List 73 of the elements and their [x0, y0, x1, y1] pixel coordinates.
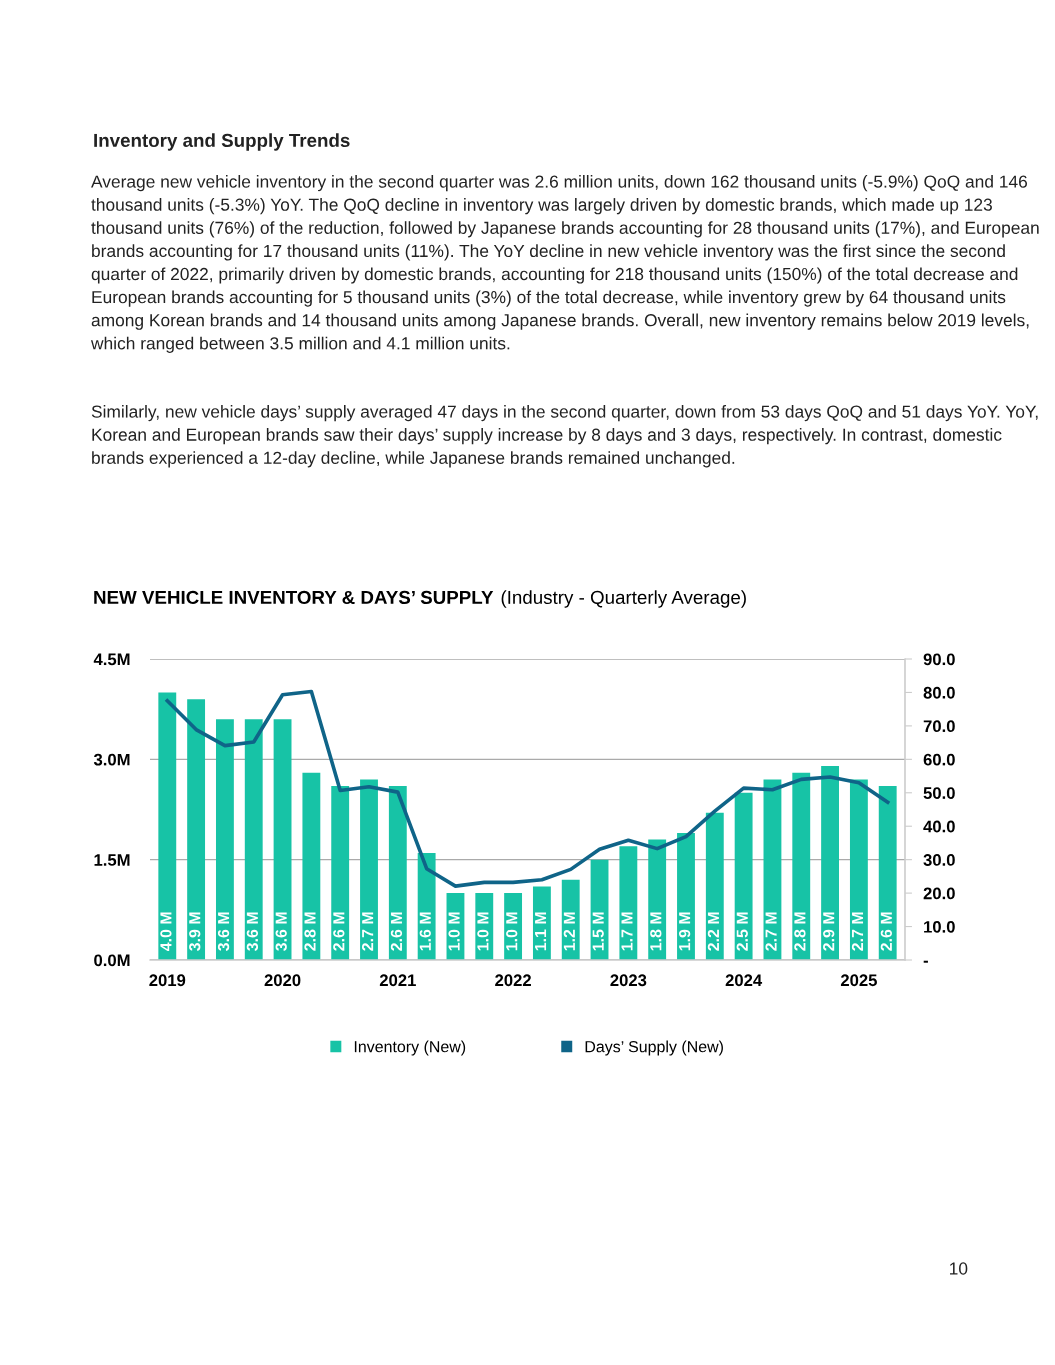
y2-tick-label: 90.0	[923, 653, 955, 666]
text: 10	[950, 1262, 968, 1275]
y-tick-label: 4.5M	[93, 653, 130, 666]
bar	[849, 779, 868, 960]
data-label: 2.6 M	[390, 912, 403, 951]
y2-tick-label: 30.0	[923, 854, 955, 866]
y2-tick-label: -	[923, 960, 928, 963]
data-label: 1.1 M	[535, 912, 547, 951]
y2-tick-label: 20.0	[923, 887, 955, 900]
data-label: 2.7 M	[765, 912, 777, 951]
x-tick-label: 2023	[610, 974, 647, 987]
x-tick-label: 2025	[840, 974, 877, 987]
data-label: 2.7 M	[851, 912, 864, 951]
bar	[705, 812, 724, 960]
y-tick-label: 0.0M	[94, 954, 130, 967]
data-label: 3.9 M	[189, 912, 201, 951]
data-label: 2.5 M	[736, 912, 748, 951]
bar	[619, 846, 638, 960]
line-series	[165, 689, 890, 888]
y2-tick-label: 40.0	[923, 820, 955, 833]
y2-tick-label: 10.0	[924, 920, 955, 933]
data-label: 2.8 M	[794, 912, 806, 951]
bar	[215, 719, 234, 960]
data-label: 2.2 M	[707, 912, 719, 951]
data-label: 1.6 M	[419, 912, 431, 951]
bar	[821, 766, 840, 960]
data-label: 1.0 M	[477, 912, 489, 951]
x-tick-label: 2022	[495, 974, 531, 987]
data-label: 2.9 M	[823, 912, 835, 951]
bar	[360, 779, 378, 960]
data-label: 1.8 M	[650, 912, 662, 951]
data-label: 2.6 M	[333, 912, 345, 951]
y2-tick-label: 70.0	[923, 720, 955, 733]
legend-label: Inventory (New)	[354, 1040, 466, 1056]
x-tick-label: 2021	[379, 974, 416, 987]
text: Similarly, new vehicle days’ supply averaged 47 days in the second quarter, down from 53 days QoQ and 51 days YoY. YoY, Korean and European brands saw their days’ supply increase by 8 days and 3 days, respectively. In contrast, domestic brands experienced a 12-day decline, while Japanese brands remained unchanged.	[91, 405, 1038, 468]
data-label: 4.0 M	[160, 912, 172, 952]
y2-tick-label: 80.0	[923, 686, 955, 699]
y-tick-label: 3.0M	[93, 753, 130, 766]
data-label: 1.0 M	[448, 912, 460, 951]
bar	[273, 719, 292, 960]
text: Inventory and Supply Trends	[94, 133, 350, 151]
data-label: 2.6 M	[880, 912, 892, 951]
data-label: 1.7 M	[621, 912, 633, 951]
chart-title: NEW VEHICLE INVENTORY & DAYS’ SUPPLY	[94, 590, 494, 605]
x-tick-label: 2020	[264, 974, 301, 987]
bar	[734, 792, 753, 960]
data-label: 1.9 M	[678, 912, 691, 951]
text: Average new vehicle inventory in the second quarter was 2.6 million units, down 162 thousand units (-5.9%) QoQ and 146 thousand units (-5.3%) YoY. The QoQ decline in inventory was largely driven by domestic brands, which made up 123 thousand units (76%) of the reduction, followed by Japanese brands accounting for 28 thousand units (17%), and European brands accounting for 17 thousand units (11%). The YoY decline in new vehicle inventory was the first since the second quarter of 2022, primarily driven by domestic brands, accounting for 218 thousand units (150%) of the total decrease and European brands accounting for 5 thousand units (3%) of the total decrease, while inventory grew by 64 thousand units among Korean brands and 14 thousand units among Japanese brands. Overall, new inventory remains below 2019 levels, which ranged between 3.5 million and 4.1 million units.	[90, 175, 1039, 353]
x-tick-label: 2024	[725, 974, 763, 987]
y2-tick-label: 50.0	[923, 787, 955, 799]
bar	[878, 786, 897, 960]
bar	[302, 772, 321, 960]
bar	[677, 832, 695, 960]
bar	[158, 692, 177, 960]
data-label: 2.8 M	[304, 912, 316, 951]
legend-label: Days’ Supply (New)	[585, 1040, 723, 1056]
data-label: 3.6 M	[217, 912, 230, 951]
bar	[331, 786, 350, 960]
data-label: 2.7 M	[361, 912, 374, 951]
bar	[792, 772, 811, 960]
y-tick-label: 1.5M	[94, 854, 130, 866]
data-label: 1.0 M	[506, 912, 518, 951]
y2-tick-label: 60.0	[923, 753, 955, 766]
data-label: 3.6 M	[246, 912, 259, 951]
data-label: 1.2 M	[563, 912, 575, 951]
bar	[388, 786, 407, 960]
bar	[244, 719, 263, 960]
chart-subtitle: (Industry - Quarterly Average)	[501, 590, 746, 608]
x-tick-label: 2019	[149, 974, 186, 987]
data-label: 3.6 M	[275, 912, 287, 951]
data-label: 1.5 M	[592, 912, 604, 951]
bar	[187, 699, 206, 960]
